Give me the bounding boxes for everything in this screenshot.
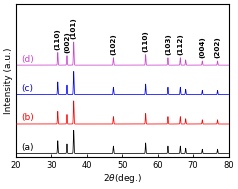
Text: (002): (002) (64, 31, 70, 53)
Text: (102): (102) (110, 33, 116, 55)
Text: (b): (b) (21, 113, 34, 122)
Text: (c): (c) (21, 84, 33, 93)
Text: (101): (101) (71, 18, 77, 39)
Text: (d): (d) (21, 55, 34, 64)
Text: (a): (a) (21, 143, 34, 152)
Text: (112): (112) (177, 33, 183, 55)
Y-axis label: Intensity (a.u.): Intensity (a.u.) (4, 47, 13, 114)
Text: (110): (110) (55, 28, 61, 50)
X-axis label: 2$\theta$(deg.): 2$\theta$(deg.) (103, 172, 142, 185)
Text: (202): (202) (214, 36, 221, 58)
Text: (103): (103) (165, 33, 171, 55)
Text: (110): (110) (143, 30, 149, 52)
Text: (004): (004) (199, 36, 205, 58)
